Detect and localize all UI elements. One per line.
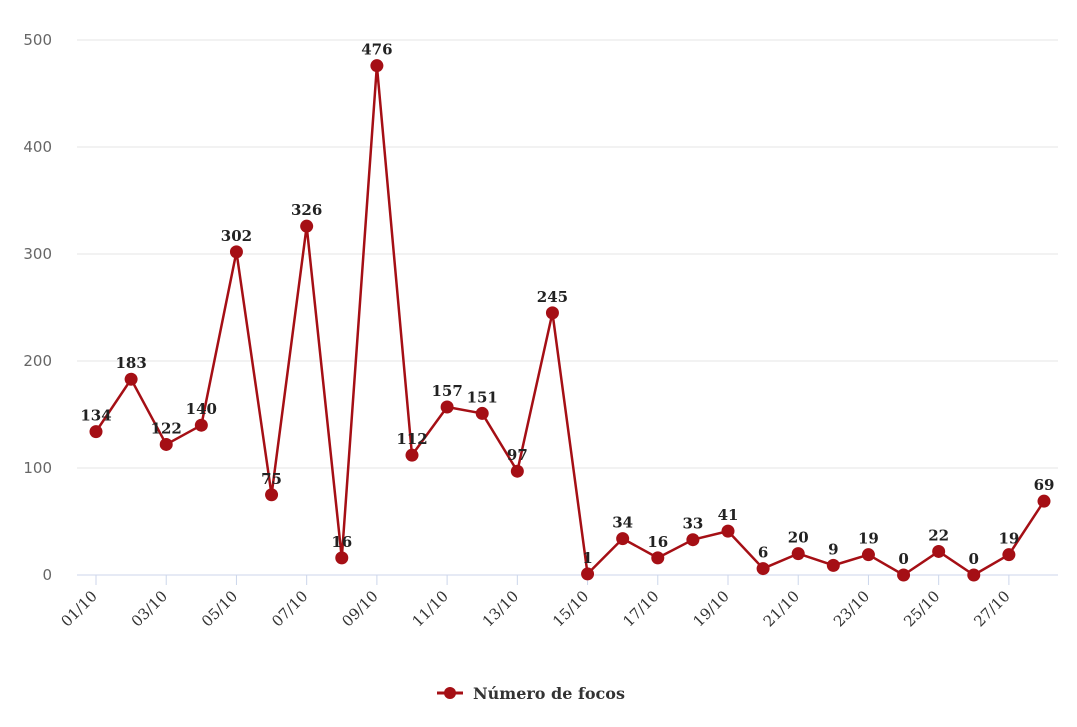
data-label: 19	[858, 530, 879, 548]
data-point-marker[interactable]	[932, 544, 946, 558]
x-axis: 01/10 03/10 05/10 07/10 09/10 11/10 13/10 15/10…	[58, 574, 1058, 630]
x-tick-label: 05/10	[198, 587, 241, 630]
data-point-marker[interactable]	[300, 219, 314, 233]
data-point-marker[interactable]	[405, 448, 419, 462]
y-tick-label: 200	[23, 352, 52, 370]
data-label: 112	[396, 430, 427, 448]
data-point-marker[interactable]	[1002, 548, 1016, 562]
x-tick-label: 27/10	[970, 587, 1013, 630]
data-label: 134	[80, 407, 111, 425]
data-point-marker[interactable]	[826, 558, 840, 572]
data-point-marker[interactable]	[124, 372, 138, 386]
data-point-marker[interactable]	[791, 547, 805, 561]
data-label: 6	[758, 544, 768, 562]
data-point-marker[interactable]	[581, 567, 595, 581]
data-point-marker[interactable]	[510, 464, 524, 478]
data-point-marker[interactable]	[475, 406, 489, 420]
data-label: 1	[582, 549, 592, 567]
data-point-marker[interactable]	[89, 425, 103, 439]
y-tick-label: 500	[23, 31, 52, 49]
x-tick-label: 01/10	[58, 587, 101, 630]
data-point-marker[interactable]	[440, 400, 454, 414]
y-axis-ticks: 0 100 200 300 400 500	[23, 31, 52, 584]
data-point-marker[interactable]	[370, 59, 384, 73]
x-tick-label: 09/10	[338, 587, 381, 630]
data-point-marker[interactable]	[265, 488, 279, 502]
x-tick-label: 11/10	[409, 587, 452, 630]
data-label: 122	[151, 419, 182, 437]
data-point-marker[interactable]	[616, 532, 630, 546]
x-tick-label: 15/10	[549, 587, 592, 630]
data-point-marker[interactable]	[686, 533, 700, 547]
data-label: 183	[115, 354, 146, 372]
data-label: 20	[788, 529, 809, 547]
data-label: 19	[998, 530, 1019, 548]
data-point-marker[interactable]	[545, 306, 559, 320]
y-tick-label: 400	[23, 138, 52, 156]
y-tick-label: 300	[23, 245, 52, 263]
data-point-marker[interactable]	[335, 551, 349, 565]
x-tick-label: 13/10	[479, 587, 522, 630]
gridlines	[77, 39, 1058, 469]
x-tick-label: 21/10	[760, 587, 803, 630]
series-line	[94, 64, 1046, 577]
data-label: 326	[291, 201, 322, 219]
data-point-marker[interactable]	[756, 562, 770, 576]
data-label: 245	[537, 288, 568, 306]
data-label: 69	[1034, 476, 1055, 494]
data-point-marker[interactable]	[897, 568, 911, 582]
data-label: 140	[186, 400, 217, 418]
y-tick-label: 0	[42, 566, 52, 584]
data-point-marker[interactable]	[229, 245, 243, 259]
data-label: 22	[928, 526, 949, 544]
data-label: 16	[331, 533, 352, 551]
x-tick-label: 03/10	[128, 587, 171, 630]
x-tick-label: 07/10	[268, 587, 311, 630]
data-point-marker[interactable]	[194, 418, 208, 432]
data-label: 97	[507, 446, 528, 464]
data-point-marker[interactable]	[721, 524, 735, 538]
data-label: 302	[221, 227, 252, 245]
data-point-marker[interactable]	[1037, 494, 1051, 508]
series-focos	[89, 59, 1051, 582]
data-point-marker[interactable]	[159, 437, 173, 451]
data-label: 0	[898, 550, 908, 568]
data-label: 476	[361, 41, 392, 59]
x-tick-label: 23/10	[830, 587, 873, 630]
data-label: 75	[261, 470, 282, 488]
x-tick-label: 17/10	[619, 587, 662, 630]
legend-marker-icon	[444, 687, 456, 699]
data-label: 33	[682, 515, 703, 533]
x-tick-label: 25/10	[900, 587, 943, 630]
x-tick-label: 19/10	[690, 587, 733, 630]
data-point-marker[interactable]	[651, 551, 665, 565]
legend[interactable]: Número de focos	[437, 684, 625, 703]
legend-label: Número de focos	[473, 684, 625, 703]
data-label: 41	[718, 506, 739, 524]
data-label: 16	[647, 533, 668, 551]
data-point-marker[interactable]	[861, 548, 875, 562]
y-tick-label: 100	[23, 459, 52, 477]
data-label: 0	[969, 550, 979, 568]
data-label: 157	[431, 382, 462, 400]
data-label: 151	[467, 388, 498, 406]
data-label: 34	[612, 514, 633, 532]
data-point-marker[interactable]	[967, 568, 981, 582]
data-label: 9	[828, 540, 838, 558]
